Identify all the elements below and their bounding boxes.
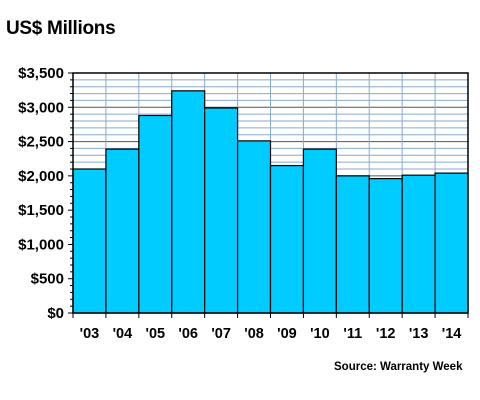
bar-10 [401, 174, 436, 314]
y-tick-label: $1,500 [18, 202, 64, 219]
bar-9 [368, 178, 403, 314]
x-tick-label: '03 [80, 326, 100, 342]
x-tick-label: '06 [178, 326, 198, 342]
y-tick-labels: $0 $500 $1,000 $1,500 $2,000 $2,500 $3,000 $3,5… [18, 65, 64, 322]
bar-1 [105, 148, 140, 314]
bar-5 [236, 140, 272, 314]
bar-11 [434, 172, 469, 314]
y-tick-label: $2,500 [18, 134, 64, 151]
x-tick-label: '11 [343, 326, 362, 342]
axes [68, 72, 469, 318]
x-tick-label: '13 [409, 326, 429, 342]
y-tick-label: $2,000 [18, 168, 64, 185]
x-tick-labels: '03 '04 '05 '06 '07 '08 '09 '10 '11 '12 '13 '14 [80, 326, 462, 342]
x-tick-label: '08 [244, 326, 264, 342]
bar-4 [204, 107, 239, 314]
source-note: Source: Warranty Week [334, 361, 463, 373]
bar-6 [269, 164, 305, 314]
y-tick-label: $3,500 [18, 65, 64, 82]
bar-0 [72, 168, 107, 314]
x-tick-label: '09 [277, 326, 297, 342]
x-tick-label: '14 [442, 326, 462, 342]
x-tick-label: '05 [146, 326, 166, 342]
y-tick-label: $1,000 [18, 236, 64, 253]
x-tick-label: '04 [113, 326, 133, 342]
x-tick-label: '10 [310, 326, 330, 342]
bar-8 [335, 175, 370, 314]
bar-3 [171, 90, 206, 314]
bar-2 [138, 114, 173, 314]
x-tick-label: '07 [211, 326, 231, 342]
y-tick-label: $0 [47, 305, 64, 322]
y-tick-label: $3,000 [18, 99, 64, 116]
y-tick-label: $500 [31, 271, 64, 288]
bar-7 [302, 148, 337, 314]
bars [72, 90, 469, 314]
chart-title: US$ Millions [6, 18, 116, 39]
x-tick-label: '12 [376, 326, 396, 342]
